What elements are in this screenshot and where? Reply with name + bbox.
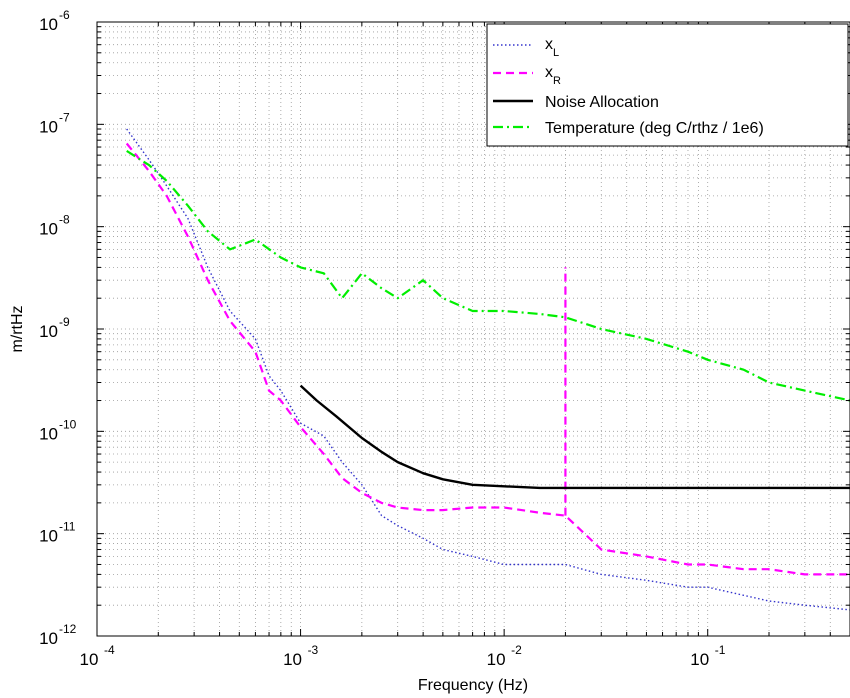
x-tick-label-exponent: -2 xyxy=(511,643,522,657)
y-tick-label: 10 xyxy=(39,15,58,34)
legend-label-subscript: L xyxy=(553,47,559,59)
y-tick-label-exponent: -9 xyxy=(59,315,70,329)
x-tick-label: 10 xyxy=(690,650,709,669)
legend-label-subscript: R xyxy=(553,75,561,87)
series-layer xyxy=(125,128,850,611)
legend-label: x xyxy=(545,64,553,81)
legend-box xyxy=(486,23,849,147)
y-tick-label-exponent: -6 xyxy=(59,8,70,22)
x-tick-label-exponent: -4 xyxy=(104,643,115,657)
x-tick-label: 10 xyxy=(487,650,506,669)
y-tick-label-exponent: -10 xyxy=(59,417,77,431)
y-tick-label: 10 xyxy=(39,220,58,239)
series-line-x-l xyxy=(126,128,850,611)
y-tick-label-exponent: -11 xyxy=(59,520,76,534)
x-axis-label: Frequency (Hz) xyxy=(418,677,528,694)
grid xyxy=(97,22,850,636)
y-axis-label: m/rtHz xyxy=(9,305,26,352)
legend-label: Temperature (deg C/rthz / 1e6) xyxy=(545,120,764,137)
y-tick-label: 10 xyxy=(39,424,58,443)
x-tick-label-exponent: -1 xyxy=(715,643,726,657)
x-tick-label-exponent: -3 xyxy=(308,643,319,657)
x-tick-label: 10 xyxy=(80,650,99,669)
legend-label: Noise Allocation xyxy=(545,94,659,111)
y-tick-label-exponent: -8 xyxy=(59,213,70,227)
y-tick-label: 10 xyxy=(39,629,58,648)
y-tick-label: 10 xyxy=(39,117,58,136)
series-line-noise-allocation xyxy=(299,384,850,490)
y-tick-label: 10 xyxy=(39,527,58,546)
series-line-temperature xyxy=(126,149,850,402)
x-tick-label: 10 xyxy=(283,650,302,669)
legend-label: x xyxy=(545,36,553,53)
y-tick-label-exponent: -12 xyxy=(59,622,77,636)
y-tick-label: 10 xyxy=(39,322,58,341)
y-tick-label-exponent: -7 xyxy=(59,110,70,124)
